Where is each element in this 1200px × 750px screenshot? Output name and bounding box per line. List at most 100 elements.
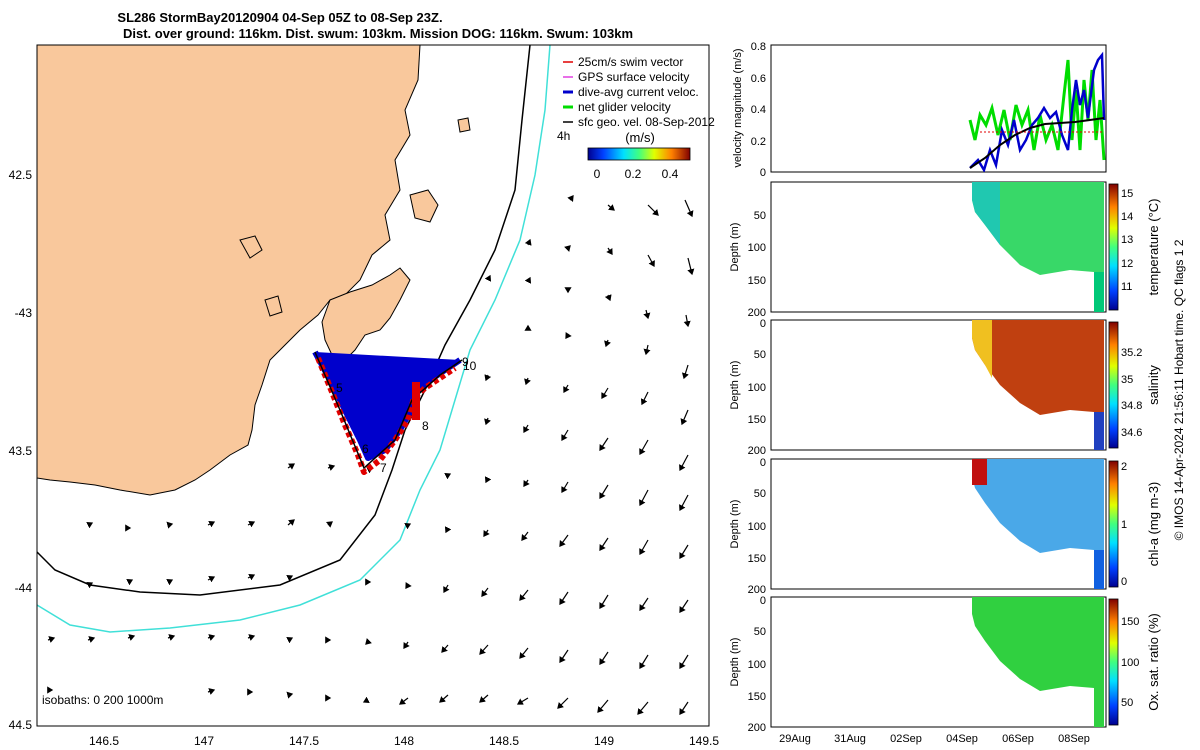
time-tick-5: 08Sep [1058,733,1090,745]
legend-label-dive-avg: dive-avg current veloc. [578,85,699,99]
chla-y-tick-3: 150 [748,553,766,565]
velocity-y-tick-3: 0.6 [751,73,766,85]
temperature-y-tick-2: 150 [748,275,766,287]
chla-cb-tick-2: 2 [1121,461,1127,473]
glider-track [312,350,463,475]
legend-label-net: net glider velocity [578,100,671,114]
velocity-y-tick-0: 0 [760,167,766,179]
map-y-tick-4: 44.5 [9,718,33,732]
oxygen-y-tick-1: 50 [754,626,766,638]
oxygen-y-tick-2: 100 [748,659,766,671]
salinity-cb-tick-0: 34.6 [1121,427,1142,439]
oxygen-cb-tick-2: 150 [1121,616,1139,628]
chla-ylabel: Depth (m) [729,500,741,549]
current-vectors [47,195,695,715]
track-label-8: 8 [422,419,429,433]
chla-section [972,459,1104,589]
map-x-ticks: 146.5 147 147.5 148 148.5 149 149.5 [89,734,719,748]
salinity-ylabel: Depth (m) [729,361,741,410]
map-y-ticks: 42.5 -43 43.5 -44 44.5 [9,168,33,732]
oxygen-cb-label: Ox. sat. ratio (%) [1146,613,1161,711]
velocity-y-ticks: 0 0.2 0.4 0.6 0.8 [751,41,766,179]
oxygen-y-ticks: 0 50 100 150 200 [748,595,766,734]
velocity-ylabel: velocity magnitude (m/s) [732,48,744,167]
chla-cb-label: chl-a (mg m-3) [1146,482,1161,567]
time-tick-2: 02Sep [890,733,922,745]
salinity-cb-tick-3: 35.2 [1121,347,1142,359]
time-tick-0: 29Aug [779,733,811,745]
map-y-tick-1: -43 [15,306,33,320]
chla-y-ticks: 0 50 100 150 200 [748,457,766,596]
chla-y-tick-0: 0 [760,457,766,469]
map-x-tick-2: 147.5 [289,734,319,748]
colorbar-tick-2: 0.4 [662,167,679,181]
chla-cb-tick-1: 1 [1121,519,1127,531]
temperature-y-ticks: 50 100 150 200 [748,210,766,319]
temperature-cb-tick-0: 11 [1121,281,1132,293]
track-label-7: 7 [380,461,387,475]
time-tick-1: 31Aug [834,733,866,745]
colorbar-tick-0: 0 [594,167,601,181]
salinity-panel: Depth (m) 0 50 100 150 200 34.6 34.8 35 … [729,318,1161,457]
oxygen-ylabel: Depth (m) [729,638,741,687]
map-colorbar [587,147,691,161]
track-label-6: 6 [362,442,369,456]
salinity-y-tick-1: 50 [754,349,766,361]
salinity-y-tick-2: 100 [748,382,766,394]
isobath-1000m [37,45,551,633]
map-y-tick-2: 43.5 [9,444,33,458]
velocity-panel: velocity magnitude (m/s) 0 0.2 0.4 0.6 0… [732,41,1107,179]
track-label-5: 5 [336,381,343,395]
map-x-tick-1: 147 [194,734,214,748]
legend-extra-label: 4h [557,129,570,143]
oxygen-y-tick-4: 200 [748,722,766,734]
isobath-note: isobaths: 0 200 1000m [42,693,163,707]
map-legend: 25cm/s swim vector GPS surface velocity … [557,55,715,181]
velocity-y-tick-1: 0.2 [751,136,766,148]
oxygen-section [972,597,1104,727]
map-x-tick-6: 149.5 [689,734,719,748]
temperature-cb-tick-2: 13 [1121,234,1133,246]
map-x-tick-3: 148 [394,734,414,748]
oxygen-y-tick-0: 0 [760,595,766,607]
colorbar-tick-1: 0.2 [625,167,642,181]
oxygen-colorbar-ticks: 50 100 150 [1121,616,1139,709]
temperature-cb-label: temperature (°C) [1146,199,1161,296]
chla-colorbar-ticks: 0 1 2 [1121,461,1127,588]
oxygen-panel: Depth (m) 0 50 100 150 200 50 100 150 Ox… [729,595,1161,734]
salinity-y-tick-4: 200 [748,445,766,457]
temperature-cb-tick-3: 14 [1121,211,1133,223]
velocity-dive-avg-line [969,51,1106,172]
oxygen-cb-tick-1: 100 [1121,657,1139,669]
chla-panel: Depth (m) 0 50 100 150 200 0 1 2 chl-a (… [729,457,1161,596]
credit-text: © IMOS 14-Apr-2024 21:56:11 Hobart time.… [1172,239,1186,540]
map-x-tick-5: 149 [594,734,614,748]
salinity-y-tick-0: 0 [760,318,766,330]
time-tick-3: 04Sep [946,733,978,745]
temperature-cb-tick-1: 12 [1121,258,1133,270]
legend-label-sfc-geo: sfc geo. vel. 08-Sep-2012 [578,115,715,129]
velocity-y-tick-4: 0.8 [751,41,766,53]
tasmania-land [37,45,421,496]
track-label-10: 10 [463,359,477,373]
chla-cb-tick-0: 0 [1121,576,1127,588]
legend-label-gps: GPS surface velocity [578,70,689,84]
velocity-y-tick-2: 0.4 [751,104,766,116]
map-x-tick-4: 148.5 [489,734,519,748]
map-y-tick-0: 42.5 [9,168,33,182]
map-panel: 5 6 7 8 9 10 146.5 147 147.5 148 148.5 1… [9,44,719,748]
salinity-cb-tick-2: 35 [1121,374,1133,386]
salinity-colorbar-ticks: 34.6 34.8 35 35.2 [1121,347,1142,439]
figure-title: SL286 StormBay20120904 04-Sep 05Z to 08-… [117,10,442,25]
temperature-y-tick-3: 200 [748,307,766,319]
temperature-y-tick-1: 100 [748,242,766,254]
isobath-200m [37,45,531,596]
chla-y-tick-2: 100 [748,521,766,533]
salinity-y-ticks: 0 50 100 150 200 [748,318,766,457]
temperature-colorbar-ticks: 11 12 13 14 15 [1121,188,1133,293]
track-labels: 5 6 7 8 9 10 [336,355,477,475]
oxygen-y-tick-3: 150 [748,691,766,703]
temperature-panel: Depth (m) 50 100 150 200 11 12 13 14 15 … [729,181,1161,319]
colorbar-title: (m/s) [625,130,655,145]
salinity-cb-label: salinity [1146,365,1161,405]
